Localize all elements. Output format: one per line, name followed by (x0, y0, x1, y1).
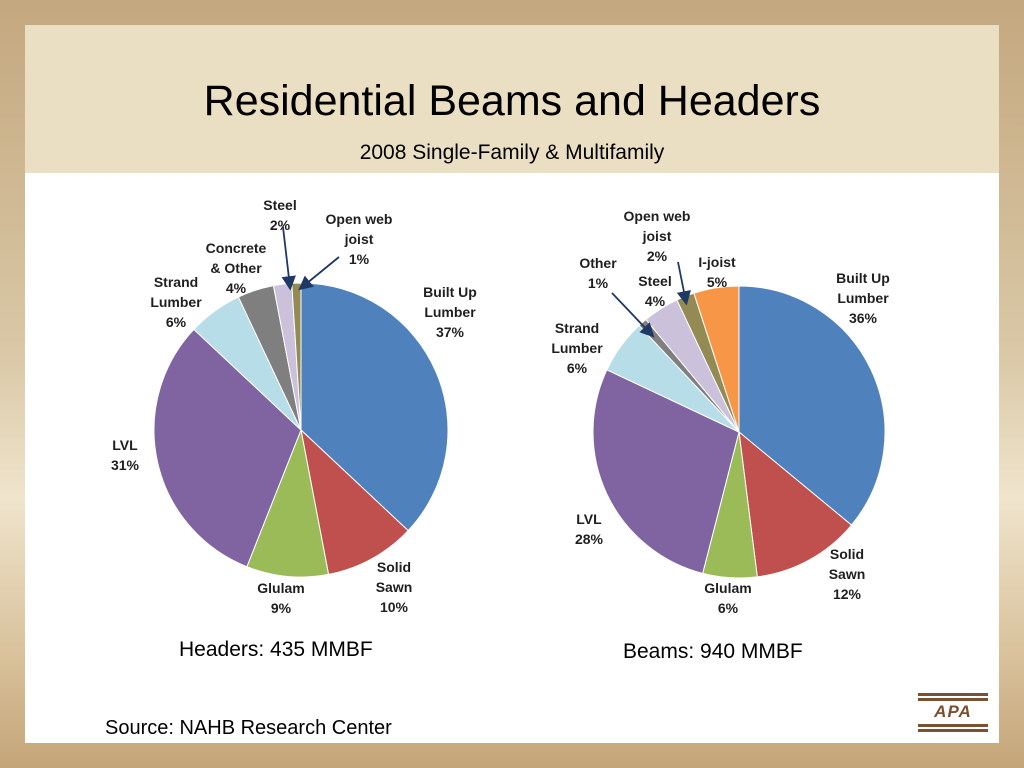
chart1-slice-2-label: Solid Sawn 10% (376, 559, 413, 615)
header-band (25, 25, 999, 173)
chart2-slice-1-label: Built Up Lumber 36% (836, 270, 890, 326)
chart2-slice-9 (693, 285, 740, 433)
chart1-slice-5-label: Strand Lumber 6% (150, 274, 202, 330)
chart1-slice-4-label: LVL 31% (111, 437, 140, 473)
chart2-slice-6-label: Other 1% (579, 255, 617, 291)
chart2-slice-7-label: Steel 4% (638, 273, 671, 309)
headers-caption: Headers: 435 MMBF (179, 638, 373, 661)
beams-caption: Beams: 940 MMBF (623, 640, 803, 663)
source-note: Source: NAHB Research Center (105, 717, 392, 739)
chart2-slice-2 (738, 430, 853, 578)
chart1-leader-arrow-6 (281, 226, 296, 291)
slide: Residential Beams and Headers 2008 Singl… (25, 25, 999, 743)
apa-logo: APA (918, 693, 988, 733)
chart2-slice-4 (592, 369, 740, 575)
chart2-slice-5-label: Strand Lumber 6% (551, 320, 603, 376)
chart1-slice-3 (246, 428, 330, 578)
slide-title: Residential Beams and Headers (203, 77, 821, 125)
chart2-slice-9-label: I-joist 5% (698, 254, 736, 290)
chart2-slice-8-label: Open web joist 2% (624, 208, 691, 264)
chart2-slice-1 (738, 285, 886, 526)
chart1-slice-4 (153, 328, 302, 568)
logo-text: APA (934, 702, 972, 721)
slide-subtitle: 2008 Single-Family & Multifamily (359, 141, 665, 164)
chart2-leader-arrow-7 (676, 261, 691, 306)
chart1-slice-1 (300, 282, 449, 532)
chart2-slice-2-label: Solid Sawn 12% (829, 546, 866, 602)
chart2-leader-arrow-5 (611, 292, 655, 338)
pie-charts: Built Up Lumber 37% Solid Sawn 10% Glulam 9% LVL… (111, 197, 890, 616)
chart1-leader-arrow-7 (298, 256, 340, 291)
chart2-slice-4-label: LVL 28% (575, 511, 604, 547)
chart1-slice-6-label: Concrete & Other 4% (206, 240, 267, 296)
chart1-slice-1-label: Built Up Lumber 37% (423, 284, 477, 340)
chart2-slice-3-label: Glulam 6% (704, 580, 751, 616)
chart1-slice-3-label: Glulam 9% (257, 580, 304, 616)
chart1-slice-2 (300, 428, 409, 575)
chart1-slice-8-label: Open web joist 1% (326, 211, 393, 267)
chart1-slice-7-label: Steel 2% (263, 197, 296, 233)
